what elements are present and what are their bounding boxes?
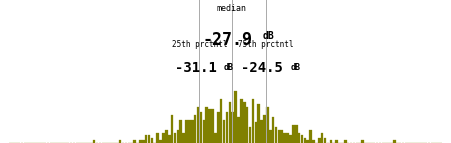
Bar: [252, 99, 254, 143]
Bar: [202, 120, 205, 143]
Bar: [156, 133, 159, 143]
Bar: [208, 109, 211, 143]
Bar: [298, 133, 300, 143]
Bar: [223, 120, 226, 143]
Bar: [139, 140, 142, 143]
Bar: [200, 112, 202, 143]
Bar: [266, 107, 269, 143]
Bar: [275, 127, 277, 143]
Text: -31.1: -31.1: [175, 61, 216, 76]
Bar: [237, 117, 240, 143]
Bar: [93, 140, 96, 143]
Bar: [246, 107, 249, 143]
Bar: [272, 117, 274, 143]
Bar: [344, 140, 346, 143]
Bar: [177, 130, 179, 143]
Bar: [286, 133, 289, 143]
Bar: [304, 138, 306, 143]
Bar: [324, 138, 327, 143]
Bar: [133, 140, 136, 143]
Bar: [249, 127, 251, 143]
Bar: [307, 140, 309, 143]
Bar: [393, 140, 396, 143]
Bar: [312, 140, 315, 143]
Bar: [220, 99, 222, 143]
Bar: [321, 133, 323, 143]
Text: dB: dB: [290, 63, 300, 72]
Bar: [168, 135, 170, 143]
Bar: [278, 130, 280, 143]
Bar: [229, 102, 231, 143]
Bar: [165, 130, 168, 143]
Text: -27.9: -27.9: [202, 31, 252, 49]
Text: median: median: [216, 4, 247, 13]
Bar: [148, 135, 150, 143]
Bar: [179, 120, 182, 143]
Bar: [336, 140, 338, 143]
Bar: [283, 133, 286, 143]
Bar: [174, 133, 176, 143]
Bar: [295, 125, 298, 143]
Bar: [235, 91, 237, 143]
Text: 25th prctntl: 25th prctntl: [171, 40, 227, 49]
Bar: [292, 125, 295, 143]
Bar: [263, 115, 266, 143]
Bar: [214, 133, 216, 143]
Bar: [185, 120, 188, 143]
Bar: [361, 140, 364, 143]
Bar: [151, 138, 153, 143]
Bar: [197, 107, 199, 143]
Bar: [258, 104, 260, 143]
Bar: [191, 120, 193, 143]
Bar: [226, 112, 228, 143]
Bar: [254, 122, 257, 143]
Bar: [206, 107, 208, 143]
Bar: [243, 102, 245, 143]
Bar: [159, 140, 162, 143]
Bar: [231, 112, 234, 143]
Bar: [289, 135, 292, 143]
Bar: [171, 115, 173, 143]
Bar: [182, 133, 185, 143]
Bar: [281, 130, 283, 143]
Bar: [217, 112, 220, 143]
Bar: [211, 109, 214, 143]
Bar: [188, 120, 191, 143]
Text: dB: dB: [224, 63, 234, 72]
Bar: [260, 120, 263, 143]
Bar: [330, 140, 332, 143]
Bar: [194, 115, 197, 143]
Bar: [240, 99, 243, 143]
Bar: [119, 140, 121, 143]
Bar: [162, 133, 165, 143]
Text: -24.5: -24.5: [241, 61, 283, 76]
Bar: [318, 138, 321, 143]
Text: dB: dB: [262, 31, 274, 41]
Bar: [145, 135, 147, 143]
Bar: [301, 135, 303, 143]
Bar: [142, 140, 144, 143]
Bar: [269, 130, 272, 143]
Text: 75th prctntl: 75th prctntl: [238, 40, 294, 49]
Bar: [309, 130, 312, 143]
